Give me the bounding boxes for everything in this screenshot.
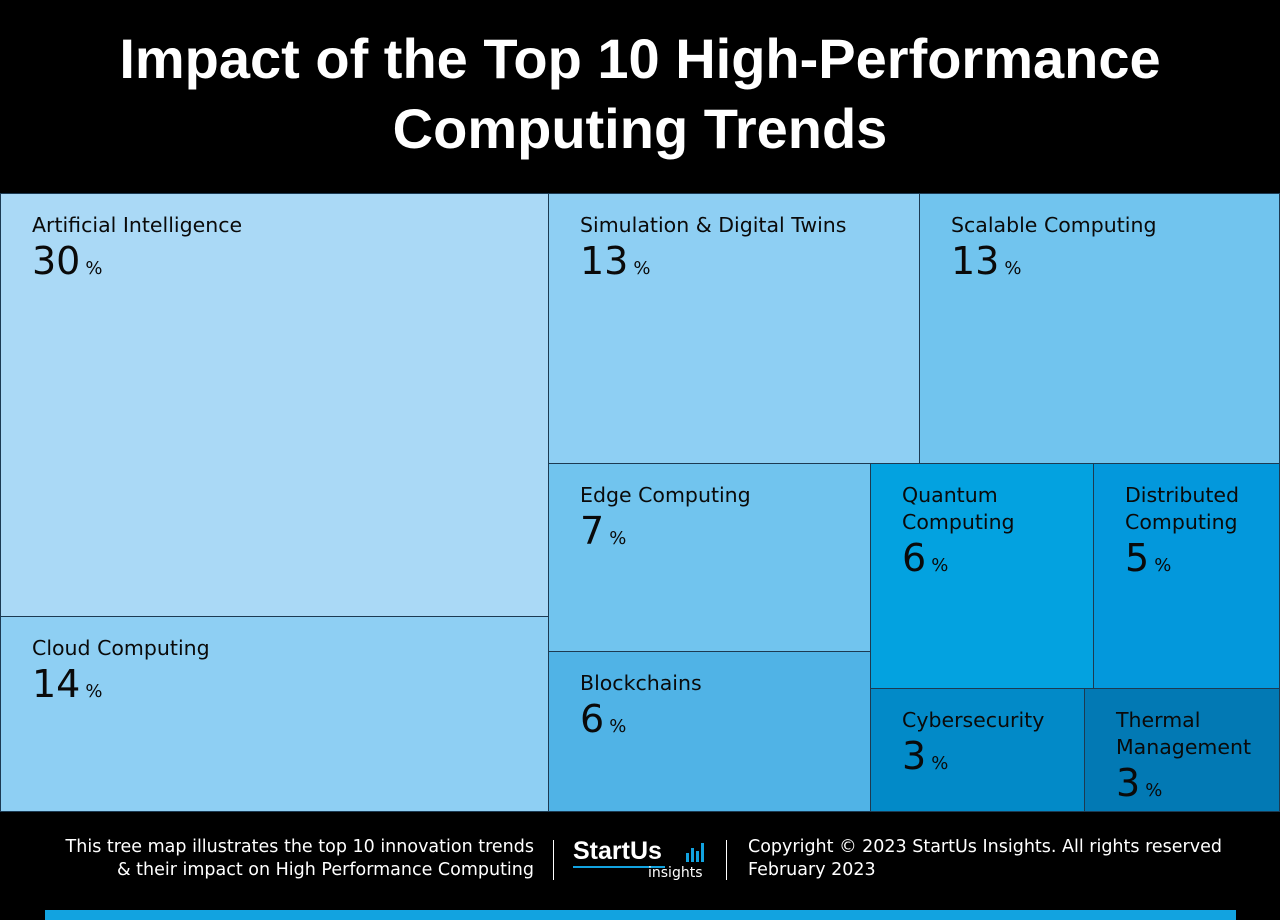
tile-value-unit: %: [85, 258, 103, 279]
tile-value-unit: %: [85, 681, 103, 702]
tile-value-number: 7: [580, 509, 605, 553]
tile-value: 3%: [902, 736, 948, 784]
tile-value-number: 13: [951, 239, 1000, 283]
footer-copyright: Copyright © 2023 StartUs Insights. All r…: [748, 837, 1222, 857]
tile-value: 14%: [32, 664, 102, 712]
tile-value-number: 6: [580, 697, 605, 741]
tile-value: 13%: [951, 241, 1021, 289]
tile-value-unit: %: [1145, 780, 1163, 801]
treemap-tile-cloud-computing: Cloud Computing 14%: [0, 616, 549, 812]
tile-label: Scalable Computing: [951, 213, 1157, 237]
logo-subtext: insights: [648, 865, 703, 881]
treemap-tile-artificial-intelligence: Artificial Intelligence 30%: [0, 193, 549, 617]
treemap-tile-thermal-management: Thermal Management 3%: [1084, 688, 1280, 812]
footer-date: February 2023: [748, 860, 876, 880]
tile-value-unit: %: [1004, 258, 1022, 279]
tile-value: 6%: [580, 699, 626, 747]
tile-label: Thermal Management: [1116, 708, 1252, 759]
tile-value-number: 14: [32, 662, 81, 706]
tile-label: Blockchains: [580, 671, 702, 695]
footer-description: This tree map illustrates the top 10 inn…: [66, 836, 534, 882]
tile-value: 7%: [580, 511, 626, 559]
footer-divider-left: [553, 840, 554, 880]
logo-wordmark: StartUs: [573, 837, 662, 865]
footer-description-line2: & their impact on High Performance Compu…: [116, 860, 534, 880]
footer-divider-right: [726, 840, 727, 880]
treemap-tile-blockchains: Blockchains 6%: [548, 651, 871, 812]
tile-label: Quantum Computing: [902, 483, 1015, 534]
tile-value-unit: %: [609, 716, 627, 737]
footer-description-line1: This tree map illustrates the top 10 inn…: [65, 837, 534, 857]
treemap-tile-simulation-and-digital-twins: Simulation & Digital Twins 13%: [548, 193, 920, 464]
tile-value-unit: %: [931, 753, 949, 774]
tile-value-unit: %: [609, 528, 627, 549]
tile-value-number: 6: [902, 536, 927, 580]
tile-label: Simulation & Digital Twins: [580, 213, 847, 237]
chart-title: Impact of the Top 10 High-Performance Co…: [0, 24, 1280, 164]
tile-value-unit: %: [633, 258, 651, 279]
bottom-accent-bar: [45, 910, 1236, 920]
logo-underline: [573, 866, 665, 868]
tile-value-number: 13: [580, 239, 629, 283]
tile-value-number: 3: [902, 734, 927, 778]
tile-value: 6%: [902, 538, 948, 586]
tile-value-number: 30: [32, 239, 81, 283]
tile-value-number: 3: [1116, 761, 1141, 805]
tile-label: Distributed Computing: [1125, 483, 1239, 534]
tile-value: 30%: [32, 241, 102, 289]
tile-label: Cloud Computing: [32, 636, 210, 660]
treemap-tile-cybersecurity: Cybersecurity 3%: [870, 688, 1085, 812]
chart-title-line2: Computing Trends: [392, 97, 888, 160]
tile-label: Artificial Intelligence: [32, 213, 243, 237]
tile-value: 13%: [580, 241, 650, 289]
tile-label: Cybersecurity: [902, 708, 1045, 732]
bar-chart-icon: [686, 842, 708, 862]
tile-value-number: 5: [1125, 536, 1150, 580]
tile-value-unit: %: [931, 555, 949, 576]
treemap-tile-distributed-computing: Distributed Computing 5%: [1093, 463, 1280, 689]
startus-logo: StartUs insights: [573, 836, 708, 882]
treemap-tile-quantum-computing: Quantum Computing 6%: [870, 463, 1094, 689]
footer-copyright-block: Copyright © 2023 StartUs Insights. All r…: [748, 836, 1222, 882]
tile-value-unit: %: [1154, 555, 1172, 576]
treemap-tile-scalable-computing: Scalable Computing 13%: [919, 193, 1280, 464]
tile-value: 3%: [1116, 763, 1162, 811]
chart-title-line1: Impact of the Top 10 High-Performance: [119, 27, 1161, 90]
treemap: Artificial Intelligence 30% Cloud Computin…: [0, 193, 1280, 812]
tile-value: 5%: [1125, 538, 1171, 586]
treemap-tile-edge-computing: Edge Computing 7%: [548, 463, 871, 652]
tile-label: Edge Computing: [580, 483, 751, 507]
